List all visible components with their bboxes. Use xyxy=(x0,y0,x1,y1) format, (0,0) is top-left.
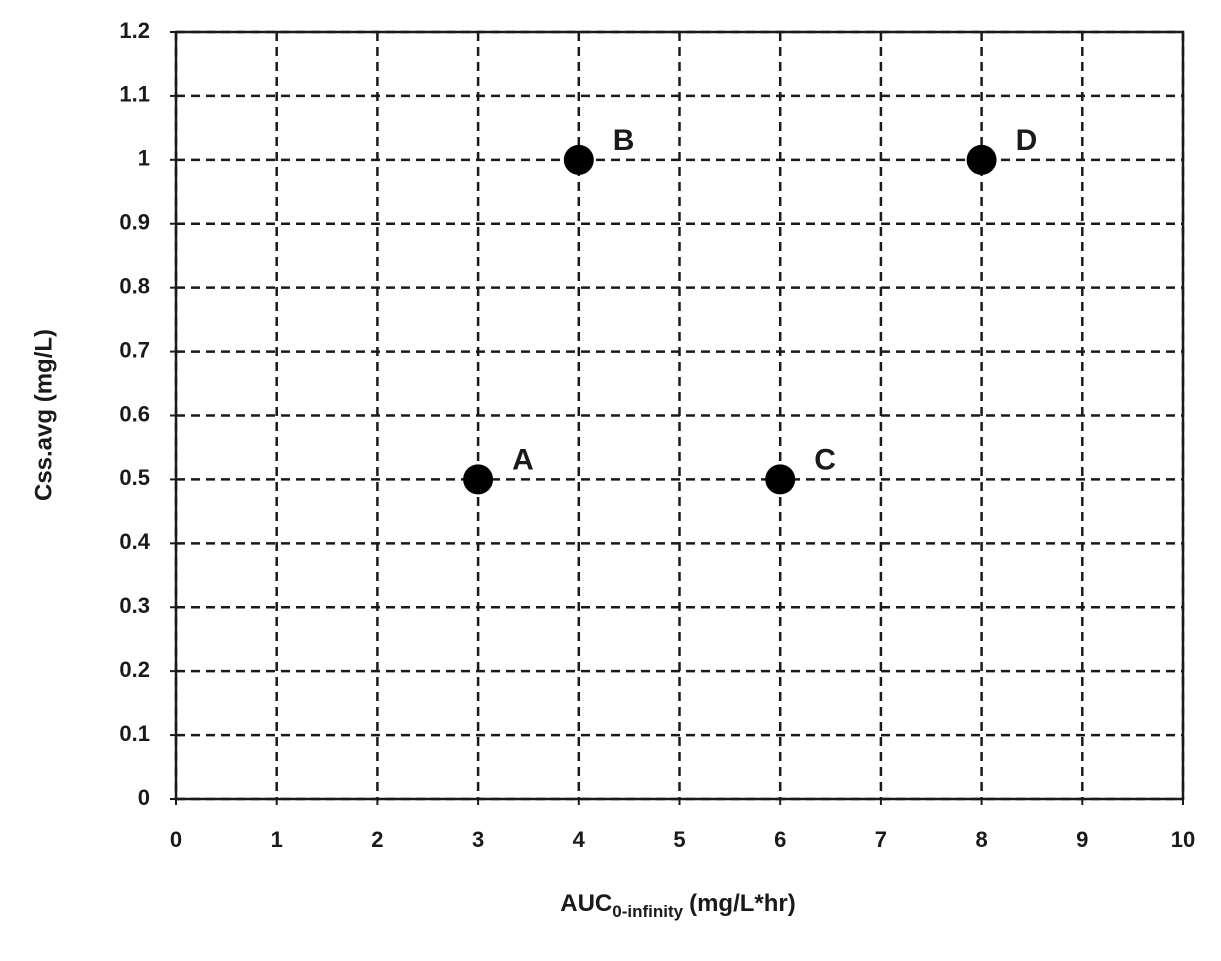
point-label: A xyxy=(512,443,534,476)
y-tick-label: 0.1 xyxy=(119,721,150,746)
y-tick-label: 0.9 xyxy=(119,210,150,235)
x-title-unit: (mg/L*hr) xyxy=(689,890,796,917)
x-tick-label: 0 xyxy=(170,827,182,852)
y-tick-label: 0.2 xyxy=(119,657,150,682)
y-tick-label: 1 xyxy=(138,146,150,171)
y-tick-label: 1.1 xyxy=(119,82,150,107)
plot-frame xyxy=(174,30,1185,801)
y-tick-label: 0.4 xyxy=(119,529,150,554)
y-tick-label: 0.7 xyxy=(119,337,150,362)
point-label: B xyxy=(613,124,635,157)
point-label: D xyxy=(1016,124,1038,157)
x-title-main: AUC xyxy=(560,890,612,917)
y-tick-label: 1.2 xyxy=(119,18,150,43)
point-label: C xyxy=(814,443,836,476)
x-tick-label: 1 xyxy=(271,827,283,852)
x-tick-label: 7 xyxy=(875,827,887,852)
point xyxy=(563,144,594,175)
y-tick-label: 0.8 xyxy=(119,273,150,298)
y-tick-label: 0.6 xyxy=(119,401,150,426)
x-tick-label: 2 xyxy=(371,827,383,852)
point xyxy=(765,464,796,495)
point xyxy=(966,144,997,175)
y-tick-label: 0.5 xyxy=(119,465,150,490)
y-tick-label: 0.3 xyxy=(119,593,150,618)
y-axis-title: Css.avg (mg/L) xyxy=(30,329,57,501)
x-tick-label: 9 xyxy=(1076,827,1088,852)
point xyxy=(463,464,494,495)
x-title-subscript: 0-infinity xyxy=(612,902,683,921)
y-tick-label: 0 xyxy=(138,785,150,810)
x-tick-label: 5 xyxy=(673,827,685,852)
x-tick-label: 10 xyxy=(1171,827,1195,852)
x-axis-title: AUC0-infinity (mg/L*hr) xyxy=(560,890,796,921)
x-tick-label: 3 xyxy=(472,827,484,852)
x-tick-label: 8 xyxy=(975,827,987,852)
x-tick-label: 6 xyxy=(774,827,786,852)
x-tick-label: 4 xyxy=(573,827,586,852)
